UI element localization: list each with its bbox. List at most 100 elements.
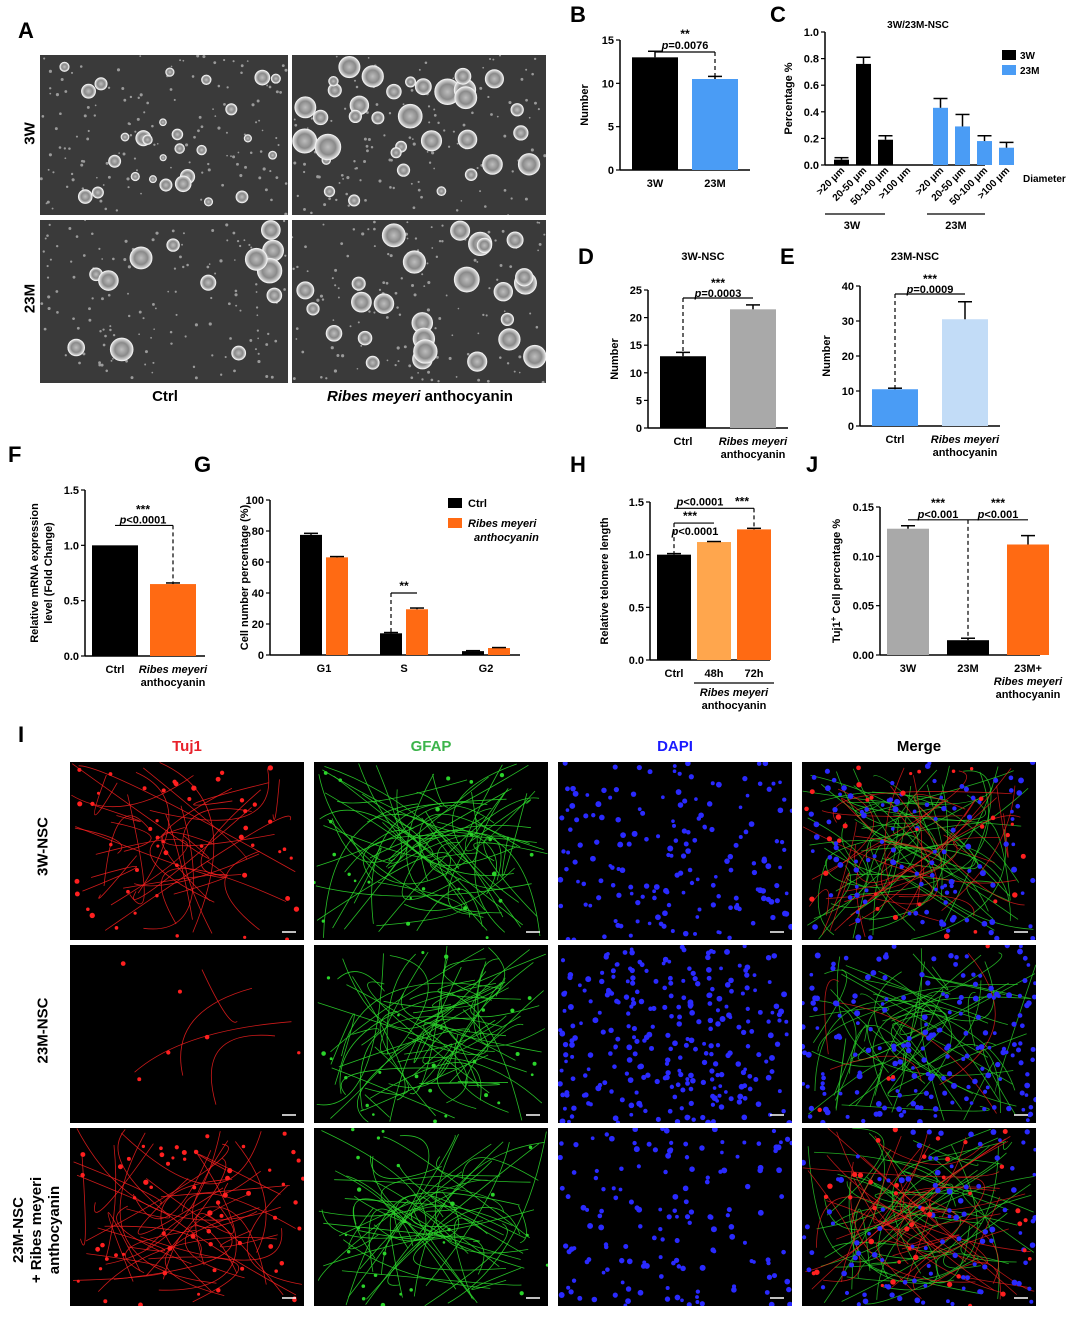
cell-body [361, 1284, 366, 1288]
cell-body [565, 1194, 571, 1200]
debris-dot [433, 113, 437, 117]
cell-body [163, 850, 169, 856]
cell-process [324, 792, 471, 918]
bar-3w [856, 63, 871, 165]
cell-process [105, 1145, 117, 1261]
cell-process [423, 1022, 516, 1061]
cell-body [642, 1260, 647, 1265]
cell-body [329, 1057, 333, 1061]
cell-body [865, 974, 871, 981]
debris-dot [151, 124, 154, 128]
cell-body [946, 1281, 953, 1288]
y-tick-label: 5 [608, 122, 614, 134]
debris-dot [70, 71, 74, 74]
cell-body [371, 1113, 375, 1116]
cell-body [674, 1294, 681, 1301]
cell-body [927, 1211, 933, 1217]
cell-body [668, 1046, 673, 1052]
debris-dot [210, 296, 213, 300]
cell-body [658, 1274, 664, 1279]
cell-body [861, 1118, 866, 1123]
cell-process [358, 763, 514, 876]
cell-body [608, 795, 613, 800]
cell-body [624, 1071, 629, 1076]
cell-body [781, 1108, 786, 1114]
cell-body [600, 1029, 606, 1035]
fluorescence-tile [558, 945, 792, 1123]
cell-body [718, 1104, 725, 1110]
cell-process [211, 1034, 276, 1105]
debris-dot [139, 93, 143, 97]
cell-body [661, 961, 666, 966]
cell-body [161, 788, 166, 793]
debris-dot [352, 228, 356, 231]
cell-process [967, 992, 976, 1047]
cell-body [724, 858, 730, 864]
cell-body [672, 1193, 679, 1200]
cell-body [569, 1042, 575, 1048]
debris-dot [456, 142, 459, 145]
debris-dot [498, 55, 502, 57]
cell-body [635, 899, 641, 906]
cell-body [890, 1279, 896, 1285]
cell-body [811, 775, 817, 780]
cell-body [565, 808, 570, 812]
debris-dot [68, 227, 72, 230]
cell-process [344, 1198, 458, 1212]
cell-body [252, 802, 257, 807]
cell-body [712, 1086, 717, 1090]
cell-body [699, 1145, 705, 1151]
cell-body [812, 924, 818, 930]
panel-a-col-label-anthocyanin: Ribes meyeri anthocyanin [300, 388, 540, 405]
fluorescence-tile [558, 762, 792, 940]
cell-body [787, 1301, 792, 1306]
cell-body [938, 1130, 944, 1136]
neurosphere [235, 190, 249, 204]
debris-dot [188, 161, 191, 164]
cell-body [630, 997, 635, 1002]
cell-body [994, 935, 1000, 940]
cell-body [1024, 1082, 1031, 1089]
debris-dot [181, 243, 183, 246]
cell-body [993, 899, 998, 904]
cell-body [928, 1155, 933, 1161]
cell-body [499, 772, 505, 778]
cell-body [869, 795, 874, 800]
debris-dot [130, 376, 134, 380]
cell-body [769, 1069, 775, 1075]
cell-body [742, 1240, 747, 1245]
cell-body [1006, 992, 1013, 999]
cell-process [879, 1220, 988, 1264]
debris-dot [378, 179, 382, 183]
cell-body [596, 895, 602, 901]
cell-body [626, 1057, 633, 1063]
cell-body [457, 887, 461, 891]
y-axis-label: Percentage % [783, 62, 795, 134]
cell-body [472, 1059, 477, 1064]
cell-body [949, 916, 956, 923]
debris-dot [100, 363, 104, 367]
cell-process [861, 847, 1011, 922]
cell-body [636, 764, 642, 771]
cell-body [764, 1059, 769, 1064]
debris-dot [336, 353, 340, 357]
cell-body [515, 1051, 520, 1057]
cell-body [669, 1013, 674, 1019]
cell-body [941, 849, 947, 855]
cell-body [609, 1089, 614, 1094]
cell-body [532, 1061, 537, 1066]
y-tick-label: 100 [246, 495, 264, 507]
p-value-label: p<0.001 [977, 509, 1019, 521]
cell-body [950, 827, 956, 833]
debris-dot [98, 247, 101, 250]
cell-process [184, 1193, 251, 1279]
debris-dot [75, 135, 78, 138]
cell-body [782, 847, 787, 852]
cell-body [719, 1015, 726, 1022]
cell-process [829, 1055, 922, 1082]
neurosphere [165, 67, 175, 77]
panel-i-col-label-dapi: DAPI [657, 738, 693, 755]
x-tick-label: 72h [745, 668, 764, 680]
